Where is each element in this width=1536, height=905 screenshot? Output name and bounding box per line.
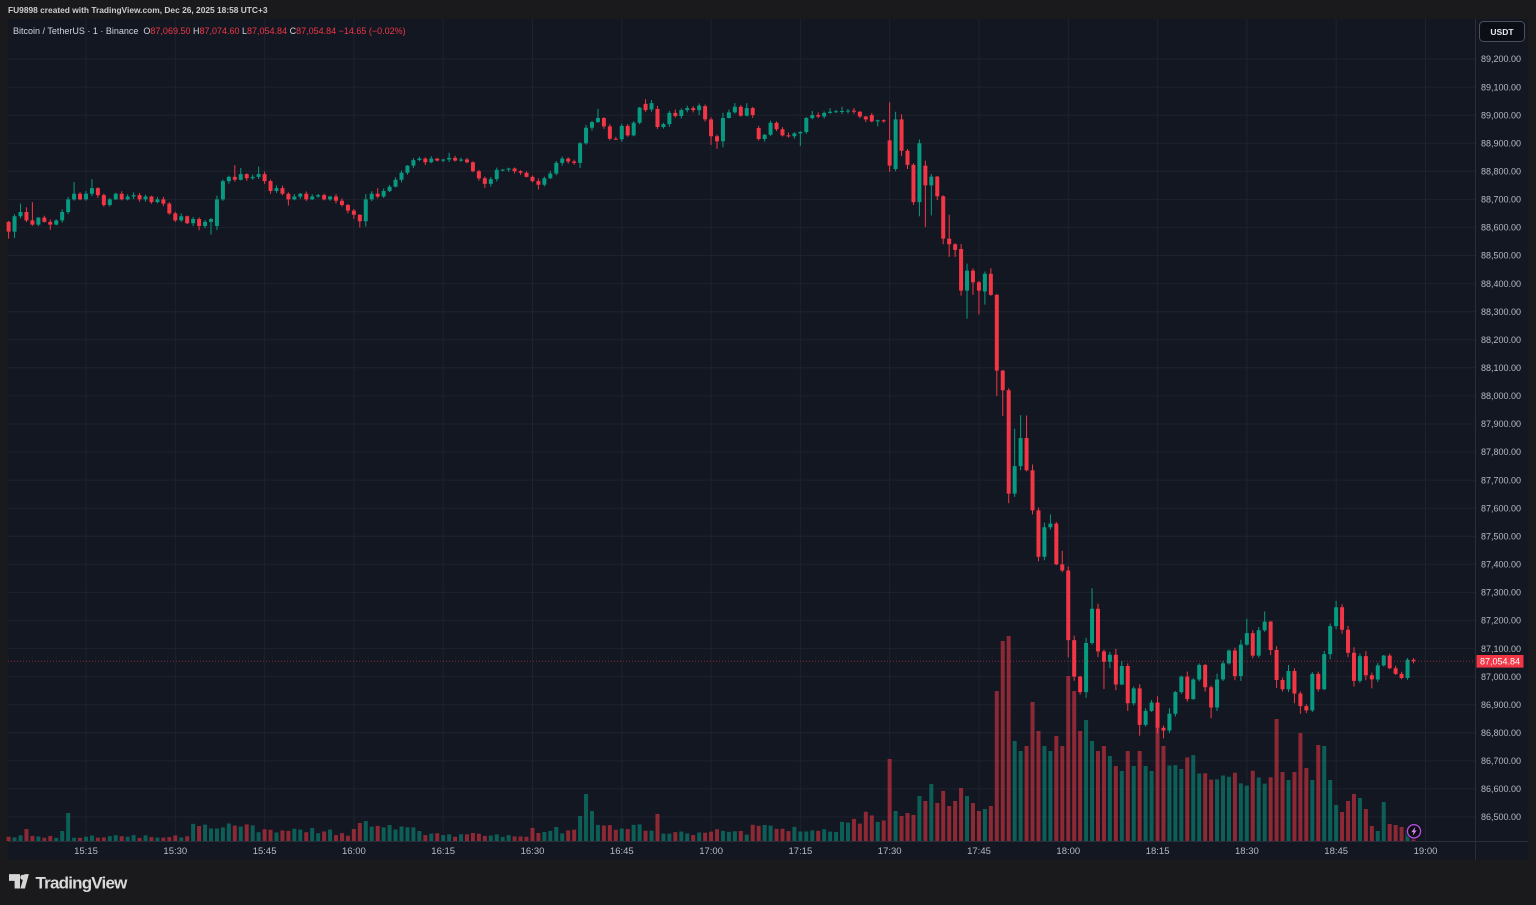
svg-text:TradingView: TradingView — [36, 874, 129, 893]
svg-text:Bitcoin / TetherUS · 1 · Binan: Bitcoin / TetherUS · 1 · Binance O87,069… — [13, 26, 406, 36]
svg-text:88,600.00: 88,600.00 — [1481, 223, 1521, 233]
svg-text:FU9898 created with TradingVie: FU9898 created with TradingView.com, Dec… — [8, 5, 268, 15]
svg-text:87,100.00: 87,100.00 — [1481, 644, 1521, 654]
svg-text:87,200.00: 87,200.00 — [1481, 616, 1521, 626]
svg-text:87,054.84: 87,054.84 — [1480, 656, 1520, 666]
svg-text:88,100.00: 88,100.00 — [1481, 363, 1521, 373]
svg-text:89,200.00: 89,200.00 — [1481, 54, 1521, 64]
svg-text:88,700.00: 88,700.00 — [1481, 195, 1521, 205]
svg-text:87,700.00: 87,700.00 — [1481, 475, 1521, 485]
svg-text:86,900.00: 86,900.00 — [1481, 700, 1521, 710]
svg-text:17:00: 17:00 — [699, 846, 723, 857]
svg-text:87,000.00: 87,000.00 — [1481, 672, 1521, 682]
svg-text:87,500.00: 87,500.00 — [1481, 532, 1521, 542]
svg-text:16:00: 16:00 — [342, 846, 366, 857]
svg-text:87,300.00: 87,300.00 — [1481, 588, 1521, 598]
svg-text:88,800.00: 88,800.00 — [1481, 167, 1521, 177]
svg-text:88,500.00: 88,500.00 — [1481, 251, 1521, 261]
svg-text:19:00: 19:00 — [1414, 846, 1438, 857]
svg-text:16:30: 16:30 — [521, 846, 545, 857]
svg-text:86,800.00: 86,800.00 — [1481, 728, 1521, 738]
svg-text:18:00: 18:00 — [1056, 846, 1080, 857]
svg-text:86,600.00: 86,600.00 — [1481, 784, 1521, 794]
svg-text:15:15: 15:15 — [74, 846, 98, 857]
svg-text:18:15: 18:15 — [1146, 846, 1170, 857]
svg-text:88,900.00: 88,900.00 — [1481, 138, 1521, 148]
svg-text:18:45: 18:45 — [1324, 846, 1348, 857]
svg-text:16:15: 16:15 — [431, 846, 455, 857]
svg-text:15:45: 15:45 — [253, 846, 277, 857]
svg-text:16:45: 16:45 — [610, 846, 634, 857]
svg-text:18:30: 18:30 — [1235, 846, 1259, 857]
svg-text:15:30: 15:30 — [163, 846, 187, 857]
svg-text:89,000.00: 89,000.00 — [1481, 110, 1521, 120]
svg-text:17:30: 17:30 — [878, 846, 902, 857]
svg-text:88,000.00: 88,000.00 — [1481, 391, 1521, 401]
svg-text:88,400.00: 88,400.00 — [1481, 279, 1521, 289]
svg-text:17:45: 17:45 — [967, 846, 991, 857]
svg-text:88,300.00: 88,300.00 — [1481, 307, 1521, 317]
svg-text:89,100.00: 89,100.00 — [1481, 82, 1521, 92]
svg-text:87,900.00: 87,900.00 — [1481, 419, 1521, 429]
svg-text:17:15: 17:15 — [789, 846, 813, 857]
svg-text:USDT: USDT — [1490, 27, 1514, 37]
svg-text:86,500.00: 86,500.00 — [1481, 812, 1521, 822]
svg-text:88,200.00: 88,200.00 — [1481, 335, 1521, 345]
svg-text:87,400.00: 87,400.00 — [1481, 560, 1521, 570]
svg-text:87,800.00: 87,800.00 — [1481, 447, 1521, 457]
svg-text:87,600.00: 87,600.00 — [1481, 503, 1521, 513]
svg-text:86,700.00: 86,700.00 — [1481, 756, 1521, 766]
